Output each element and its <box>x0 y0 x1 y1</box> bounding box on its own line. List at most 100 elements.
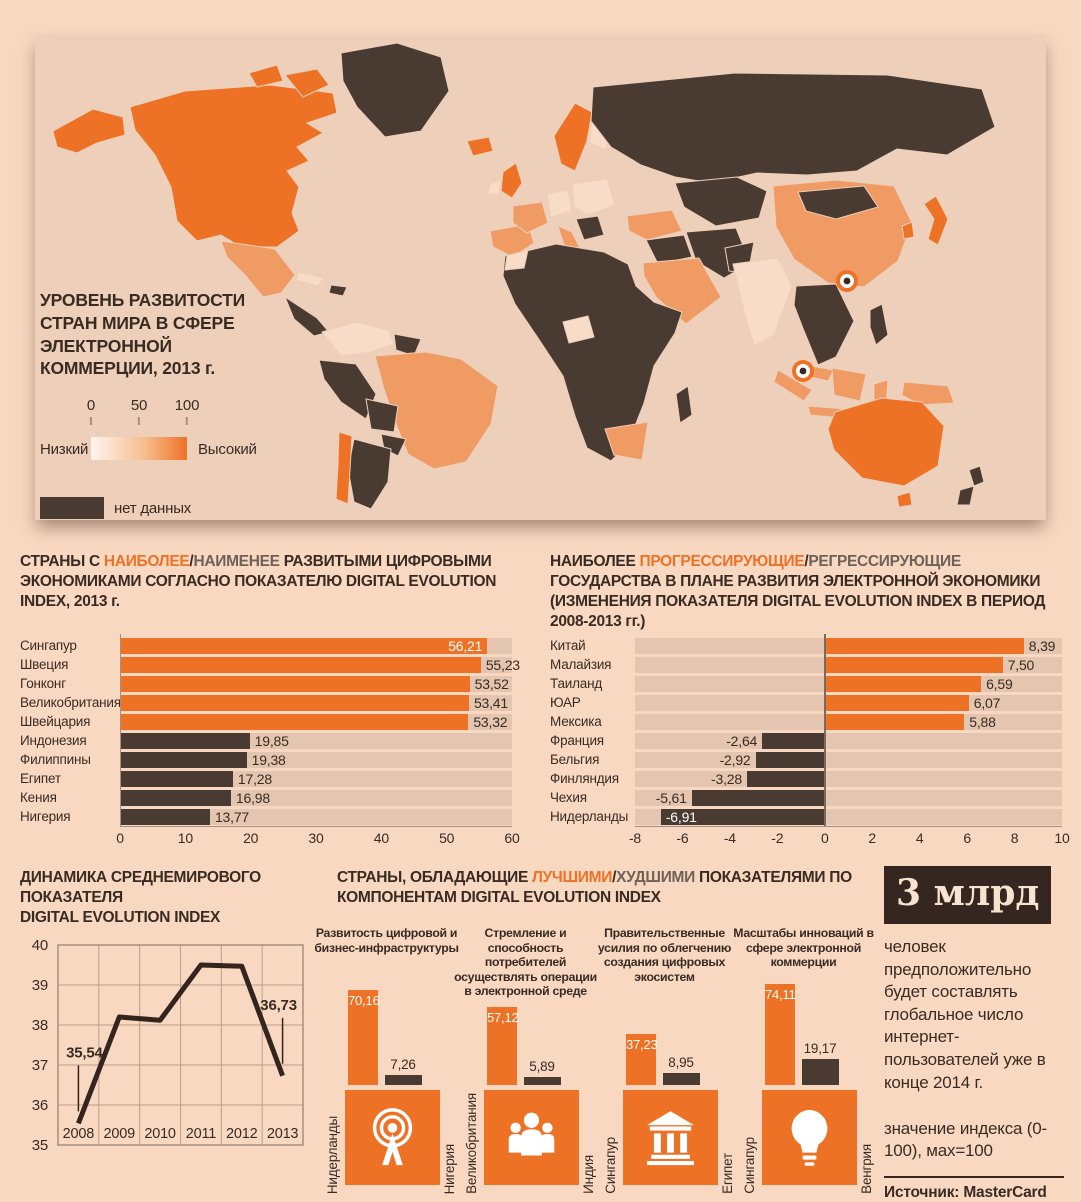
component-bars: 37,23 8,95 <box>596 983 733 1085</box>
best-bar: 70,16 <box>348 989 380 1085</box>
legend-tick-label: 0 <box>87 397 95 425</box>
worst-value: 5,89 <box>529 1059 555 1074</box>
map-region-chile <box>335 431 353 505</box>
bar-track <box>635 732 1062 749</box>
component-heading: Масштабы инноваций в сфере электронной к… <box>733 926 874 969</box>
best-country-label: Сингапур <box>742 1137 757 1194</box>
bar-row-label: Чехия <box>550 790 587 805</box>
y-axis-tick-label: 37 <box>32 1057 48 1074</box>
x-axis-tick-label: 2008 <box>63 1126 95 1142</box>
map-region-new-zealand <box>956 485 975 506</box>
map-region-borneo <box>831 367 867 402</box>
map-region-eastern-europe <box>571 178 616 216</box>
map-region-central-america <box>283 295 330 337</box>
plot-frame <box>57 944 304 1146</box>
worst-country-label: Венгрия <box>859 1144 874 1194</box>
bar-value: 19,85 <box>254 732 289 749</box>
bar-row-plot: 53,52 <box>120 675 512 692</box>
bar-row-plot: 8,39 <box>635 637 1062 654</box>
title-part: СТРАНЫ С <box>20 553 104 570</box>
bar-value: 16,98 <box>235 789 270 806</box>
bar-row: Сингапур 56,21 <box>20 636 512 655</box>
bar-value: 5,88 <box>969 713 996 730</box>
bar-row-plot: -3,28 <box>635 770 1062 787</box>
map-region-japan <box>923 195 949 246</box>
map-region-turkey <box>626 209 683 241</box>
axis-tick-label: -6 <box>676 830 689 846</box>
fact-text: человек предположительно будет составлят… <box>884 937 1046 1092</box>
x-axis-tick-label: 2013 <box>267 1126 299 1142</box>
annotation-label: 35,54 <box>66 1044 103 1061</box>
map-region-colombia-venezuela <box>321 321 395 357</box>
axis-tick-label: 4 <box>915 830 924 846</box>
bar <box>120 808 210 825</box>
light-bulb-icon <box>791 1109 828 1166</box>
map-region-united-kingdom <box>500 162 523 199</box>
map-region-central-europe <box>546 189 573 218</box>
bar-row-plot: -5,61 <box>635 789 1062 806</box>
worst-bar <box>385 1075 422 1085</box>
title-part: ПРОГРЕССИРУЮЩИЕ <box>639 553 805 570</box>
top-ranking-chart: Сингапур 56,21 Швеция 55,23 Гонконг 53,52 Вели… <box>20 634 520 848</box>
map-region-new-guinea <box>901 381 955 406</box>
bar-row-label: ЮАР <box>550 695 581 710</box>
map-region-south-africa <box>604 421 649 461</box>
axis-tick-label: -8 <box>628 830 642 846</box>
bar-value: 53,41 <box>473 694 508 711</box>
bar-row: Таиланд 6,59 <box>550 674 1062 693</box>
axis-tick-label: 20 <box>243 830 259 846</box>
title-part: НАИБОЛЕЕ <box>103 553 190 570</box>
legend-no-data: нет данных <box>40 497 191 519</box>
map-region-australia <box>827 397 945 487</box>
bar-row-plot: 17,28 <box>120 770 512 787</box>
title-part: НАИБОЛЕЕ <box>550 553 640 570</box>
bar <box>755 751 825 768</box>
worst-value: 19,17 <box>803 1040 837 1056</box>
map-region-caribbean <box>295 271 325 287</box>
axis-tick-label: 6 <box>963 830 971 846</box>
map-region-alaska <box>52 108 126 154</box>
bar-row: ЮАР 6,07 <box>550 693 1062 712</box>
map-region-france <box>512 201 549 234</box>
index-note: значение индекса (0-100), мах=100 <box>884 1119 1047 1161</box>
bar <box>120 770 233 787</box>
bar-row-plot: 6,07 <box>635 694 1062 711</box>
bar-chart-body: Сингапур 56,21 Швеция 55,23 Гонконг 53,52 Вели… <box>20 634 520 848</box>
title-part: РАЗВИТЫМИ ЦИФРОВЫМИ ЭКОНОМИКАМИ СОГЛАСНО… <box>20 553 497 611</box>
bar <box>746 770 825 787</box>
map-region-southeast-asia <box>793 283 855 366</box>
legend-scale-ticks: 0 50 100 <box>40 397 300 429</box>
bar-row-label: Сингапур <box>20 638 77 653</box>
x-axis-tick-label: 2011 <box>186 1126 217 1142</box>
fact-number: 3 млрд <box>884 866 1052 924</box>
bar <box>120 713 469 730</box>
bar-row-plot: 56,21 <box>120 637 512 654</box>
bar-row-plot: 13,77 <box>120 808 512 825</box>
axis-tick-label: 30 <box>308 830 324 846</box>
map-title-line: КОММЕРЦИИ, 2013 г. <box>40 358 216 379</box>
bar-row-label: Индонезия <box>20 733 87 748</box>
bar-row-label: Малайзия <box>550 657 612 672</box>
map-region-india <box>732 257 793 347</box>
bar <box>824 675 982 692</box>
line-chart: 40 39 38 37 36 35 2008 2009 2010 2011 2012 2013 35,5… <box>16 937 308 1167</box>
map-region-mexico <box>220 240 296 298</box>
component-heading: Стремление и способность потребителей ос… <box>454 926 597 998</box>
bar-value: 17,28 <box>237 770 272 787</box>
title-part: РЕГРЕССИРУЮЩИЕ <box>808 553 961 570</box>
component-column: Правительственные усилия по облегчению с… <box>596 926 735 1196</box>
axis-tick-label: 50 <box>439 830 455 846</box>
map-region-new-zealand <box>968 465 985 487</box>
component-column: Масштабы инноваций в сфере электронной к… <box>733 926 874 1196</box>
map-region-iceland <box>466 136 494 157</box>
no-data-label: нет данных <box>114 499 192 517</box>
title-part: СТРАНЫ, ОБЛАДАЮЩИЕ <box>337 869 532 886</box>
bar-row: Кения 16,98 <box>20 788 512 807</box>
title-part: ПОКАЗАТЕЛЯМИ ПО КОМПОНЕНТАМ DIGITAL EVOL… <box>337 869 852 907</box>
title-line: ПОКАЗАТЕЛЯ <box>20 889 123 907</box>
component-heading: Развитость цифровой и бизнес-инфраструкт… <box>314 926 459 955</box>
bar-row: Нидерланды -6,91 <box>550 807 1062 826</box>
bar-chart-body: Китай 8,39 Малайзия 7,50 Таиланд 6,59 ЮАР 6,07 М… <box>550 634 1070 848</box>
worst-country-label: Египет <box>720 1153 735 1194</box>
bar-track <box>635 751 1062 768</box>
